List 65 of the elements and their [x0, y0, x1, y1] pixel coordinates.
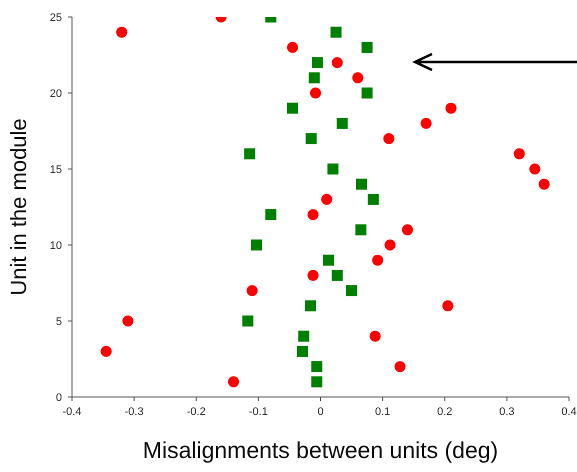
point: [321, 194, 332, 205]
point: [529, 164, 540, 174]
point: [332, 57, 343, 68]
point: [242, 316, 254, 326]
point: [332, 270, 343, 281]
y-tick-label: 5: [56, 316, 62, 328]
point: [394, 361, 406, 372]
x-tick-label: -0.2: [186, 406, 206, 418]
point: [370, 330, 381, 342]
point: [362, 88, 373, 98]
x-tick-label: 0.1: [374, 406, 390, 418]
point: [296, 346, 308, 357]
y-tick-label: 15: [50, 164, 62, 176]
x-tick-label: -0.4: [62, 406, 82, 418]
y-axis-title: Unit in the module: [6, 118, 31, 296]
y-tick-label: 20: [50, 88, 62, 100]
point: [362, 42, 373, 53]
point: [306, 133, 317, 144]
point: [330, 26, 342, 38]
point: [336, 118, 348, 129]
point: [116, 26, 128, 38]
point: [305, 300, 316, 312]
point: [246, 285, 258, 296]
point: [402, 224, 413, 236]
x-tick-label: 0: [317, 406, 324, 418]
point: [308, 209, 319, 220]
point: [312, 57, 323, 68]
point: [383, 133, 394, 144]
y-tick-label: 0: [56, 392, 62, 404]
point: [244, 148, 256, 160]
x-tick-label: 0.2: [437, 406, 452, 418]
point: [308, 72, 320, 84]
point: [311, 376, 322, 388]
point: [368, 194, 379, 205]
point: [251, 240, 262, 250]
point: [228, 376, 240, 388]
point: [352, 72, 364, 84]
point: [356, 178, 368, 190]
point: [287, 102, 298, 114]
point: [265, 209, 276, 220]
y-tick-label: 25: [50, 12, 62, 24]
x-tick-label: -0.1: [248, 406, 268, 418]
x-tick-label: -0.3: [124, 406, 144, 418]
point: [420, 118, 432, 129]
point: [346, 285, 358, 296]
x-axis-title: Misalignments between units (deg): [142, 437, 498, 463]
point: [538, 178, 550, 190]
point: [445, 102, 456, 114]
point: [442, 300, 454, 312]
point: [310, 88, 322, 98]
point: [308, 270, 319, 281]
point: [311, 361, 322, 372]
point: [355, 224, 366, 236]
x-tick-label: 0.3: [499, 406, 515, 418]
point: [122, 316, 134, 326]
y-tick-label: 10: [50, 240, 62, 252]
x-tick-label: 0.4: [561, 406, 577, 418]
point: [372, 254, 384, 266]
point: [327, 164, 338, 174]
point: [323, 254, 334, 266]
point: [514, 148, 525, 160]
point: [287, 42, 298, 53]
point: [100, 346, 112, 357]
point: [298, 330, 310, 342]
point: [384, 240, 396, 250]
